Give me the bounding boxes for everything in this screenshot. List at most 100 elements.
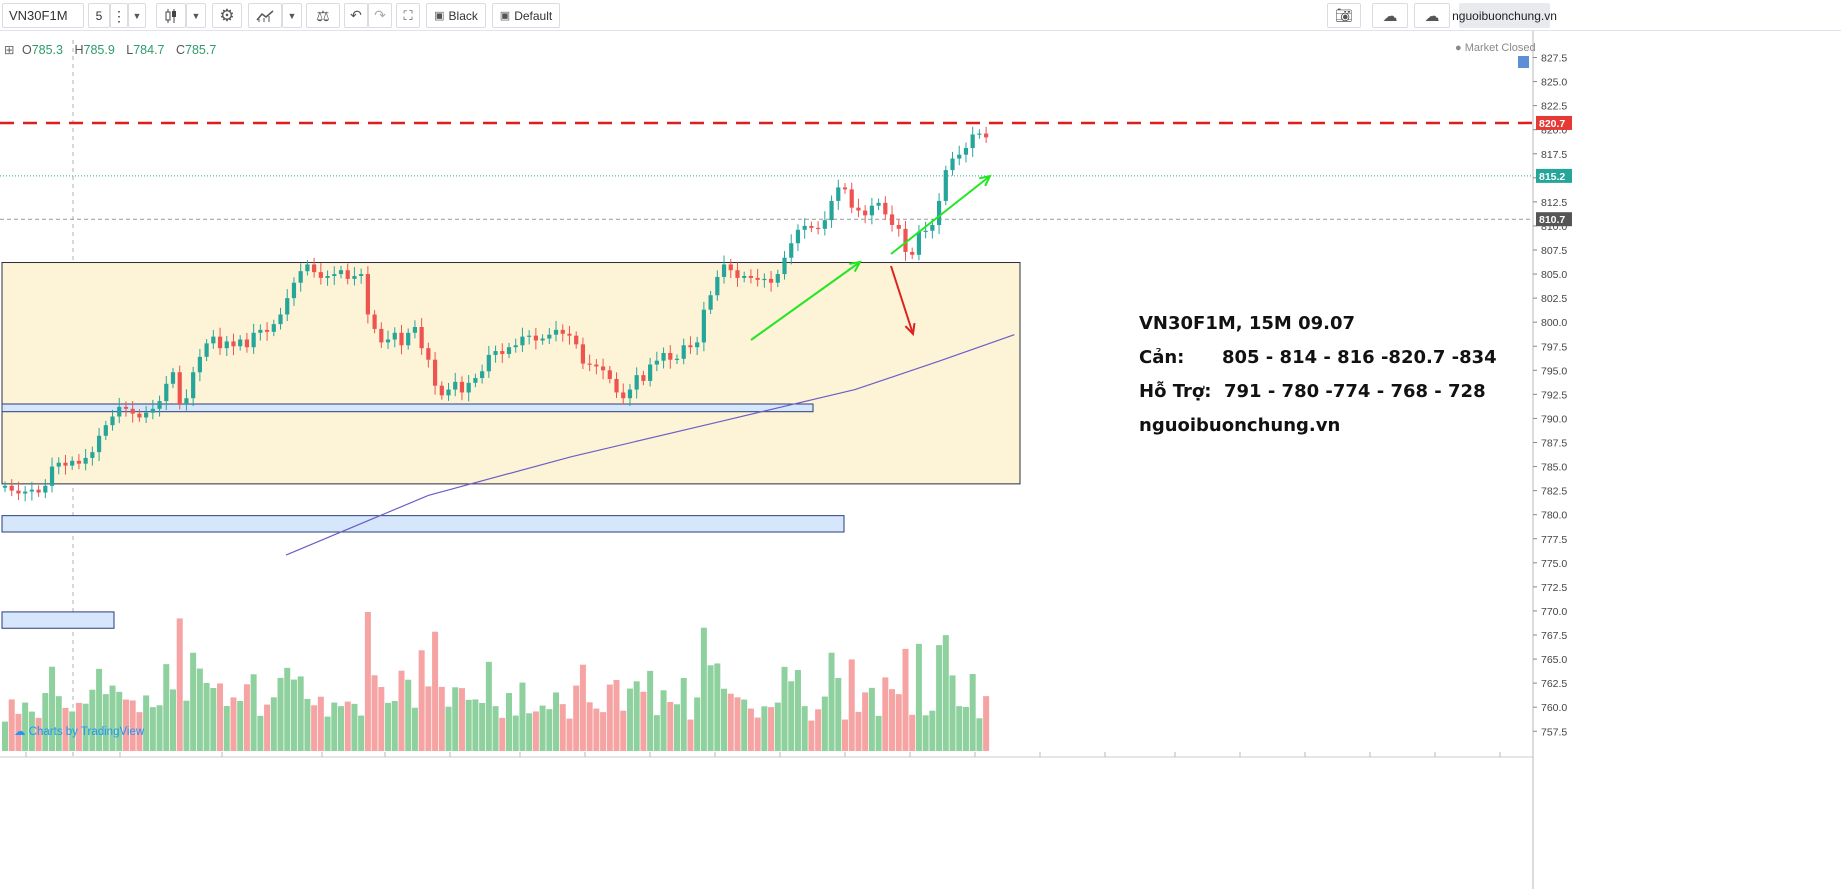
volume-bar	[284, 667, 291, 751]
candle-body	[157, 401, 162, 409]
indicators-button[interactable]	[248, 3, 282, 28]
save-chart-button[interactable]: ☁	[1414, 3, 1450, 28]
chart-style-button[interactable]	[156, 3, 186, 28]
y-tick-label: 777.5	[1541, 534, 1567, 546]
volume-bar	[895, 694, 902, 751]
volume-bar	[364, 612, 371, 751]
site-link[interactable]: nguoibuonchung.vn	[1452, 3, 1557, 28]
volume-bar	[250, 674, 257, 751]
compare-button[interactable]: ⚖	[306, 3, 340, 28]
volume-bar	[163, 664, 170, 751]
settings-button[interactable]: ⚙	[212, 3, 242, 28]
volume-bar	[452, 687, 459, 751]
volume-bar	[586, 702, 593, 751]
y-tick-label: 785.0	[1541, 462, 1567, 474]
red-arrow-head	[904, 322, 916, 337]
chart-style-dropdown[interactable]: ▼	[186, 3, 206, 28]
camera-icon: 📷︎	[1335, 7, 1353, 23]
volume-bar	[378, 687, 385, 751]
volume-bar	[626, 688, 633, 751]
candle-body	[399, 332, 404, 346]
volume-bar	[526, 713, 533, 751]
price-axis[interactable]: 827.5825.0822.5820.0817.5815.0812.5810.0…	[1518, 31, 1572, 889]
status-dot-icon: ●	[1455, 42, 1462, 54]
volume-bar	[721, 688, 728, 751]
candle-body	[594, 364, 599, 367]
price-label-text: 820.7	[1539, 118, 1565, 130]
candle-body	[359, 274, 364, 276]
candle-body	[70, 460, 75, 466]
candle-body	[9, 485, 14, 491]
market-status: ● Market Closed	[1455, 42, 1536, 54]
candle-body	[177, 372, 182, 404]
tradingview-watermark[interactable]: ☁ Charts by TradingView	[14, 724, 144, 738]
candle-body	[2, 485, 8, 488]
interval-select[interactable]: 5	[88, 3, 110, 28]
interval-dropdown-button[interactable]: ▼	[128, 3, 146, 28]
volume-bar	[304, 699, 311, 751]
volume-bar	[512, 715, 519, 751]
candle-body	[768, 278, 774, 283]
volume-bar	[606, 684, 613, 751]
layout-default-button[interactable]: ▣ Default	[492, 3, 560, 28]
price-label-text: 810.7	[1539, 214, 1565, 226]
fullscreen-button[interactable]: ⛶	[396, 3, 420, 28]
y-tick-label: 760.0	[1541, 702, 1567, 714]
candle-body	[567, 333, 572, 336]
symbol-search-input[interactable]: VN30F1M	[2, 3, 84, 28]
candle-body	[385, 339, 391, 343]
indicators-dropdown[interactable]: ▼	[282, 3, 302, 28]
volume-bar	[411, 707, 418, 751]
zone-support-768	[1, 611, 115, 629]
volume-bar	[143, 695, 150, 751]
volume-bar	[727, 693, 734, 751]
volume-bar	[553, 692, 560, 751]
theme-black-button[interactable]: ▣ Black	[426, 3, 486, 28]
zones-layer	[1, 262, 1021, 629]
interval-more-button[interactable]: ⋮	[110, 3, 128, 28]
volume-bar	[519, 682, 526, 751]
volume-bar	[815, 709, 822, 751]
candle-body	[943, 170, 948, 201]
candle-body	[674, 358, 680, 360]
y-tick-label: 762.5	[1541, 678, 1567, 690]
volume-bar	[593, 708, 600, 751]
candle-body	[970, 134, 975, 148]
volume-bar	[371, 675, 378, 751]
candle-body	[506, 347, 512, 354]
volume-bar	[768, 707, 775, 751]
candle-body	[540, 338, 545, 341]
volume-bar	[741, 699, 748, 751]
volume-bar	[875, 715, 882, 751]
red-arrow	[890, 265, 914, 335]
redo-button[interactable]: ↷	[368, 3, 392, 28]
candle-body	[963, 147, 969, 155]
candle-body	[305, 264, 310, 272]
candle-body	[137, 413, 142, 418]
candle-body	[365, 274, 370, 315]
volume-bar	[136, 712, 143, 751]
volume-bar	[109, 685, 116, 751]
expand-icon[interactable]: ⊞	[4, 43, 15, 57]
volume-bar	[432, 631, 439, 751]
volume-bar	[794, 670, 801, 751]
undo-button[interactable]: ↶	[344, 3, 368, 28]
volume-bar	[8, 699, 15, 751]
zone-support-791	[1, 403, 814, 413]
candle-body	[889, 214, 895, 225]
candle-body	[244, 339, 250, 348]
snapshot-button[interactable]: 📷︎	[1327, 3, 1361, 28]
candle-body	[574, 335, 579, 345]
volume-bar	[653, 715, 660, 751]
candle-body	[755, 277, 760, 280]
tradingview-logo-icon: ☁	[14, 726, 26, 738]
annotation-site: nguoibuonchung.vn	[1139, 415, 1341, 436]
load-chart-button[interactable]: ☁	[1372, 3, 1408, 28]
volume-bar	[868, 687, 875, 751]
volume-bar	[418, 650, 425, 751]
candle-body	[856, 207, 861, 211]
volume-bar	[889, 689, 896, 751]
candle-body	[63, 462, 68, 466]
volume-bar	[75, 702, 82, 751]
